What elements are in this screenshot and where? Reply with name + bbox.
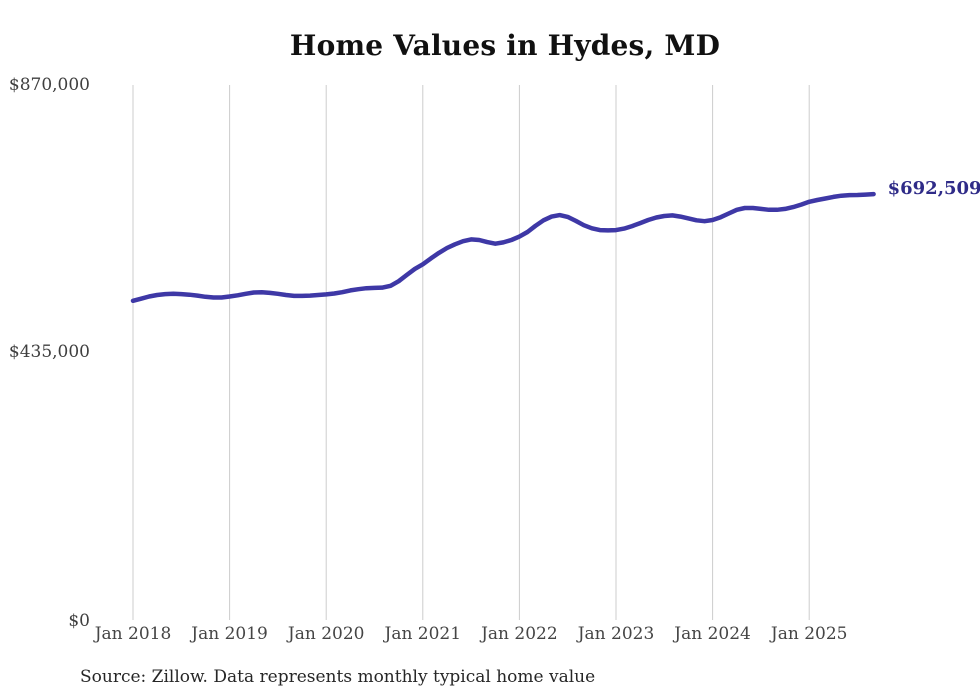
x-axis-tick-label: Jan 2024 [674,624,751,644]
x-axis-tick-label: Jan 2022 [481,624,558,644]
source-note: Source: Zillow. Data represents monthly … [80,667,596,687]
y-axis-tick-label-870000: $870,000 [8,75,90,95]
home-value-line [130,191,876,304]
x-axis-tick-label: Jan 2020 [287,624,365,644]
y-axis-tick-label-435000: $435,000 [8,342,90,362]
chart-title: Home Values in Hydes, MD [289,29,721,62]
x-axis-tick-label: Jan 2018 [94,624,172,644]
gridlines [132,85,810,620]
latest-value-label: $692,509 [887,178,980,200]
y-axis-tick-label-0: $0 [68,611,90,631]
x-axis-tick-label: Jan 2023 [577,624,655,644]
x-axis-tick-label: Jan 2019 [191,624,268,644]
x-axis-tick-label: Jan 2021 [384,624,462,644]
x-axis-tick-label: Jan 2025 [770,624,848,644]
